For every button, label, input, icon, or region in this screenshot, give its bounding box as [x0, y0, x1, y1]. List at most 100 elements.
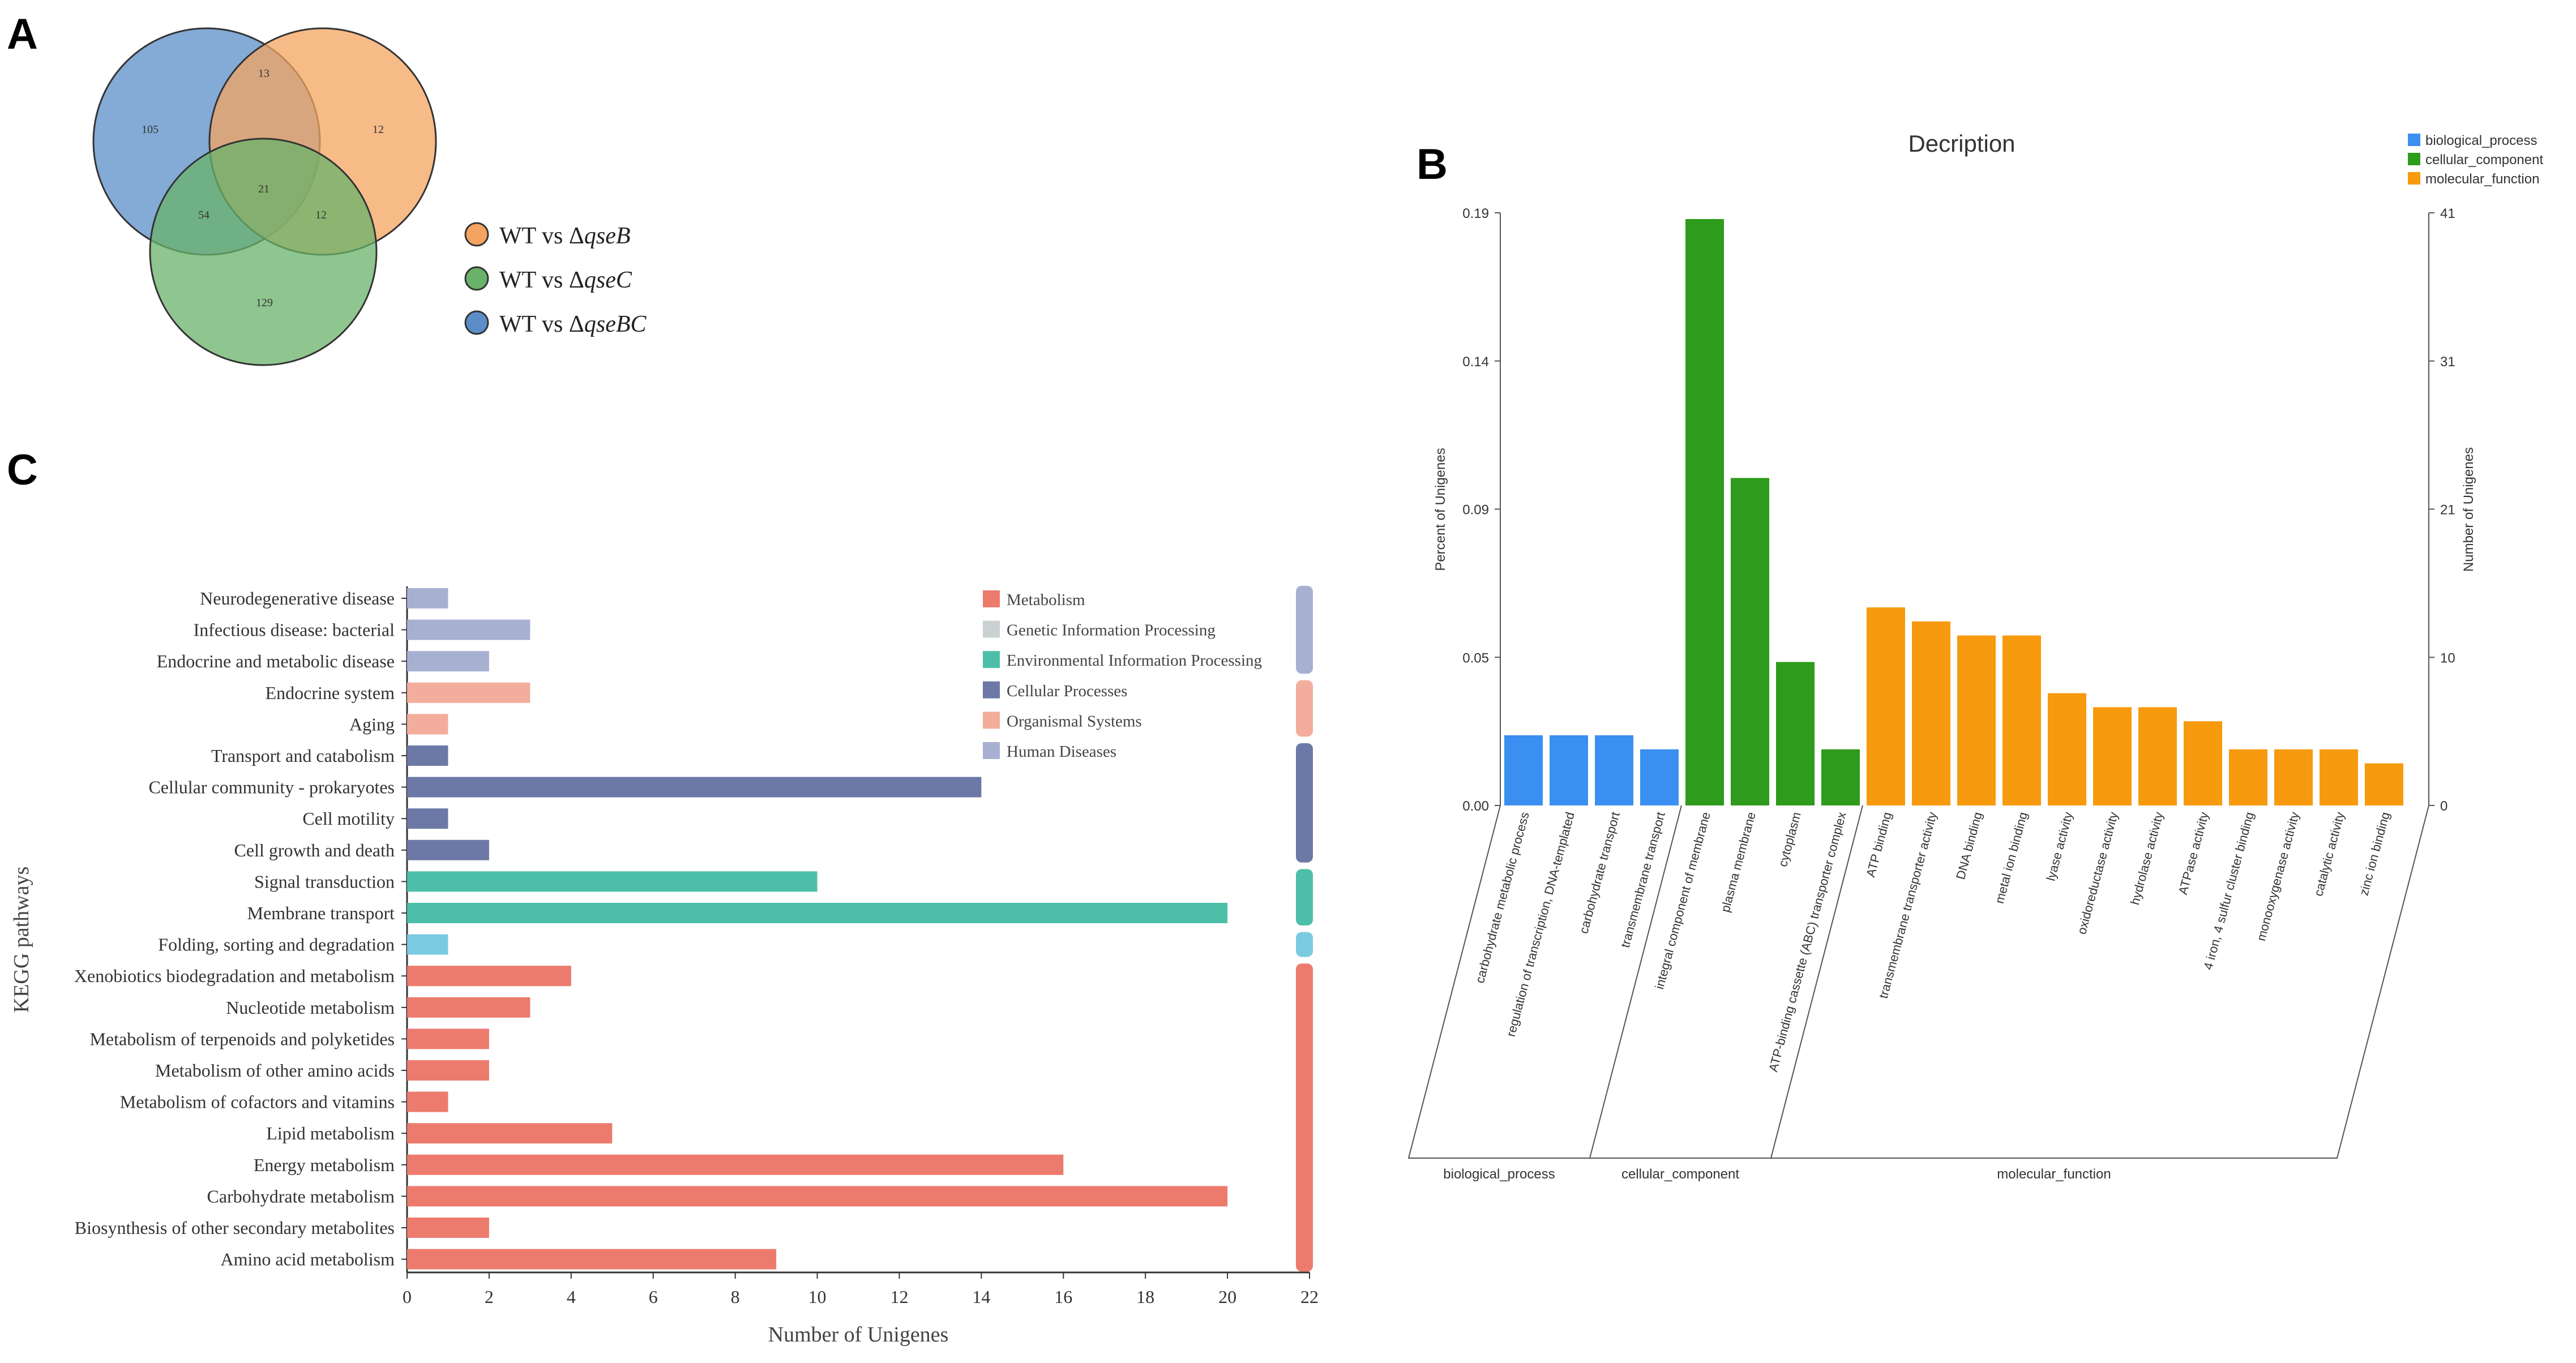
kegg-bar	[407, 1154, 1064, 1175]
go-group-label-bp: biological_process	[1443, 1167, 1555, 1182]
go-legend-label-cc: cellular_component	[2425, 152, 2543, 168]
kegg-xlabel: Number of Unigenes	[768, 1323, 949, 1347]
kegg-bar	[407, 903, 1228, 923]
kegg-pathway-label: Carbohydrate metabolism	[207, 1186, 395, 1206]
venn-legend-label-qseC: WT vs ΔqseC	[499, 267, 632, 293]
panel-label-c: C	[7, 446, 38, 494]
kegg-rows: Neurodegenerative disease Infectious dise…	[74, 588, 1228, 1270]
go-category-label: DNA binding	[1953, 811, 1985, 881]
venn-count-b-only: 12	[373, 123, 384, 136]
kegg-pathway-label: Endocrine system	[266, 683, 395, 703]
kegg-pathway-label: Metabolism of cofactors and vitamins	[120, 1092, 395, 1112]
kegg-pathway-label: Infectious disease: bacterial	[194, 620, 395, 640]
go-legend: biological_process cellular_component mo…	[2408, 133, 2543, 187]
kegg-xtick-label: 20	[1218, 1287, 1236, 1307]
kegg-legend-label: Cellular Processes	[1007, 682, 1127, 700]
go-group-label-cc: cellular_component	[1621, 1167, 1739, 1182]
go-ytick-left-label: 0.14	[1462, 354, 1489, 370]
go-bar	[2138, 707, 2177, 805]
go-category-label: carbohydrate transport	[1576, 811, 1622, 935]
go-ytick-right-label: 10	[2440, 650, 2455, 666]
kegg-bar	[407, 714, 448, 735]
go-bar	[1504, 735, 1543, 805]
kegg-pathway-label: Membrane transport	[247, 903, 395, 923]
kegg-bar	[407, 1218, 489, 1238]
venn-legend-swatch-qseB	[464, 222, 489, 247]
venn-count-b-and-bc: 13	[258, 67, 269, 80]
go-ytick-left-label: 0.05	[1462, 650, 1489, 666]
go-ylabel-left: Percent of Unigenes	[1433, 448, 1448, 571]
go-category-label: metal ion binding	[1992, 811, 2030, 905]
kegg-pathway-label: Endocrine and metabolic disease	[157, 651, 395, 671]
kegg-pathway-label: Lipid metabolism	[266, 1123, 395, 1143]
venn-count-c-only: 129	[256, 297, 273, 309]
go-bar	[2274, 749, 2313, 805]
go-ytick-left-label: 0.19	[1462, 206, 1489, 221]
kegg-xtick-label: 12	[890, 1287, 908, 1307]
kegg-pathway-label: Metabolism of terpenoids and polyketides	[89, 1028, 395, 1049]
kegg-bar	[407, 651, 489, 672]
go-category-label: plasma membrane	[1718, 811, 1758, 914]
kegg-xtick-label: 16	[1054, 1287, 1072, 1307]
kegg-legend-label: Environmental Information Processing	[1007, 652, 1262, 670]
kegg-pathway-label: Cell growth and death	[234, 840, 395, 860]
venn-legend-swatch-qseC	[464, 266, 489, 291]
go-category-label: cytoplasm	[1775, 811, 1804, 868]
kegg-legend-swatch	[983, 742, 1000, 759]
go-frame-outline	[1407, 805, 2429, 1159]
kegg-pathway-label: Aging	[349, 714, 395, 734]
go-category-label: ATP-binding cassette (ABC) transporter c…	[1766, 811, 1849, 1073]
kegg-bar	[407, 1060, 489, 1081]
go-category-label: catalytic activity	[2311, 811, 2347, 898]
go-bar	[1685, 219, 1724, 806]
kegg-bar	[407, 934, 448, 955]
kegg-legend: Metabolism Genetic Information Processing…	[983, 590, 1262, 761]
go-frame-divider-2	[1770, 805, 1863, 1159]
go-bar	[1731, 478, 1769, 805]
panel-label-b: B	[1417, 140, 1448, 188]
go-category-label: ATP binding	[1863, 811, 1894, 878]
venn-count-bc-only: 105	[142, 123, 159, 136]
go-bar	[2002, 635, 2041, 805]
kegg-pathway-label: Folding, sorting and degradation	[158, 935, 395, 955]
kegg-legend-swatch	[983, 590, 1000, 607]
go-bar	[1550, 735, 1588, 805]
go-category-label: lyase activity	[2043, 811, 2075, 882]
kegg-xtick-label: 6	[649, 1287, 658, 1307]
kegg-legend-swatch	[983, 620, 1000, 638]
kegg-bar	[407, 777, 982, 798]
kegg-legend-label: Human Diseases	[1007, 743, 1116, 761]
kegg-pathway-label: Metabolism of other amino acids	[155, 1060, 395, 1081]
go-category-label: carbohydrate metabolic process	[1473, 811, 1532, 985]
go-bar	[2048, 693, 2086, 805]
venn-count-b-and-c: 12	[315, 209, 327, 221]
kegg-pathway-label: Neurodegenerative disease	[200, 588, 395, 608]
venn-circle-qseC	[149, 138, 378, 366]
kegg-xtick-label: 2	[485, 1287, 494, 1307]
go-category-label: oxidoreductase activity	[2074, 811, 2121, 936]
kegg-xtick-label: 0	[403, 1287, 412, 1307]
go-bar	[1595, 735, 1633, 805]
go-bar	[1776, 662, 1815, 805]
go-ylabel-right: Number of Unigenes	[2461, 447, 2476, 572]
go-frame-divider-1	[1589, 805, 1682, 1159]
go-legend-swatch-mf	[2408, 172, 2420, 185]
kegg-xtick-label: 8	[731, 1287, 740, 1307]
kegg-xtick-label: 22	[1300, 1287, 1319, 1307]
kegg-xtick-label: 4	[567, 1287, 576, 1307]
go-bar	[2365, 763, 2403, 805]
kegg-legend-swatch	[983, 681, 1000, 698]
go-ytick-right-label: 41	[2440, 206, 2455, 221]
kegg-pathway-label: Cellular community - prokaryotes	[148, 777, 395, 798]
kegg-side-group-bar	[1296, 586, 1313, 674]
kegg-pathway-label: Energy metabolism	[254, 1155, 395, 1175]
panel-b: B Decription biological_process cellular…	[1407, 130, 2543, 1182]
venn-count-c-and-bc: 54	[198, 209, 209, 221]
go-bars	[1504, 219, 2403, 806]
kegg-pathway-label: Transport and catabolism	[211, 745, 395, 766]
panel-a: A 105 13 12 21 54 12 129 WT vs ΔqseB WT …	[7, 10, 647, 366]
go-yticks-left: 0.00 0.05 0.09 0.14 0.19	[1462, 206, 1500, 814]
kegg-ylabel: KEGG pathways	[10, 867, 33, 1013]
go-category-label: hydrolase activity	[2128, 811, 2166, 906]
